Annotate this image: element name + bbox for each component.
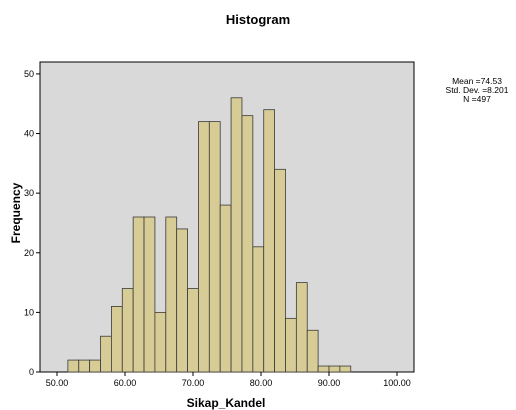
x-tick-label: 70.00	[182, 378, 205, 388]
stat-mean: Mean =74.53	[452, 76, 502, 86]
histogram-bar	[252, 246, 265, 373]
histogram-bar	[285, 317, 297, 373]
y-axis-label: Frequency	[9, 182, 23, 243]
histogram-bar	[339, 365, 352, 373]
histogram-bar	[241, 115, 254, 373]
histogram-bar	[263, 109, 276, 373]
histogram-bar	[187, 288, 199, 373]
x-axis-label: Sikap_Kandel	[187, 396, 266, 410]
histogram-bar	[100, 335, 112, 373]
histogram-bar	[111, 306, 123, 373]
histogram-bar	[317, 365, 330, 373]
y-tick-label: 0	[29, 367, 34, 377]
y-tick-label: 50	[24, 69, 34, 79]
x-tick-label: 80.00	[250, 378, 273, 388]
histogram-bar	[89, 359, 101, 373]
histogram-bar	[306, 329, 319, 373]
histogram-bar	[78, 359, 91, 373]
x-tick-label: 60.00	[114, 378, 137, 388]
histogram-bar	[67, 359, 80, 373]
x-tick-label: 50.00	[46, 378, 69, 388]
histogram-bar	[176, 228, 188, 373]
y-tick-label: 40	[24, 129, 34, 139]
histogram-bar	[328, 365, 341, 373]
x-axis-ticks: 50.00 60.00 70.00 80.00 90.00 100.00	[46, 372, 411, 388]
histogram-bar	[198, 121, 210, 373]
x-tick-label: 90.00	[318, 378, 341, 388]
histogram-bar	[219, 204, 232, 373]
chart-title: Histogram	[226, 12, 290, 27]
y-tick-label: 20	[24, 248, 34, 258]
bars-group	[67, 97, 352, 373]
y-tick-label: 30	[24, 188, 34, 198]
histogram-bar	[230, 97, 243, 373]
histogram-bar	[143, 216, 156, 373]
histogram-bar	[121, 288, 134, 373]
y-tick-label: 10	[24, 307, 34, 317]
stat-std-dev: Std. Dev. =8.201	[446, 85, 509, 95]
histogram-bar	[132, 216, 145, 373]
histogram-bar	[208, 121, 221, 373]
histogram-bar	[274, 168, 286, 373]
stats-box: Mean =74.53 Std. Dev. =8.201 N =497	[446, 76, 509, 104]
histogram-bar	[295, 282, 308, 373]
histogram-bar	[154, 311, 167, 373]
stat-n: N =497	[463, 94, 491, 104]
x-tick-label: 100.00	[383, 378, 411, 388]
y-axis-ticks: 0 10 20 30 40 50	[24, 69, 40, 377]
histogram-bar	[165, 216, 178, 373]
